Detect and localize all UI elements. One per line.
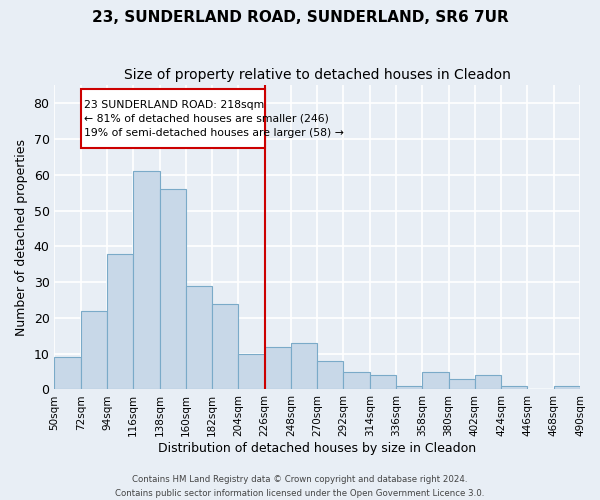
Bar xyxy=(291,343,317,390)
Bar xyxy=(186,286,212,390)
Bar xyxy=(370,375,396,390)
Bar xyxy=(449,378,475,390)
Bar xyxy=(422,372,449,390)
Bar xyxy=(265,346,291,390)
Bar xyxy=(55,358,80,390)
Bar xyxy=(501,386,527,390)
Bar xyxy=(212,304,238,390)
Text: 23 SUNDERLAND ROAD: 218sqm
← 81% of detached houses are smaller (246)
19% of sem: 23 SUNDERLAND ROAD: 218sqm ← 81% of deta… xyxy=(84,100,344,138)
Bar xyxy=(160,189,186,390)
Bar xyxy=(133,172,160,390)
Bar xyxy=(475,375,501,390)
Bar xyxy=(343,372,370,390)
X-axis label: Distribution of detached houses by size in Cleadon: Distribution of detached houses by size … xyxy=(158,442,476,455)
Text: Contains HM Land Registry data © Crown copyright and database right 2024.
Contai: Contains HM Land Registry data © Crown c… xyxy=(115,476,485,498)
Y-axis label: Number of detached properties: Number of detached properties xyxy=(15,139,28,336)
Bar xyxy=(396,386,422,390)
Title: Size of property relative to detached houses in Cleadon: Size of property relative to detached ho… xyxy=(124,68,511,82)
Bar xyxy=(554,386,580,390)
Bar xyxy=(80,311,107,390)
Bar xyxy=(317,361,343,390)
Bar xyxy=(238,354,265,390)
Text: 23, SUNDERLAND ROAD, SUNDERLAND, SR6 7UR: 23, SUNDERLAND ROAD, SUNDERLAND, SR6 7UR xyxy=(92,10,508,25)
FancyBboxPatch shape xyxy=(80,89,265,148)
Bar xyxy=(107,254,133,390)
